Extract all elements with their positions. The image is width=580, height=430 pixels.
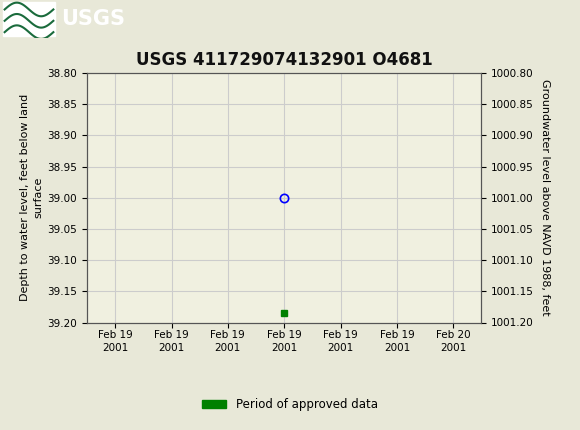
- Legend: Period of approved data: Period of approved data: [198, 393, 382, 415]
- Y-axis label: Groundwater level above NAVD 1988, feet: Groundwater level above NAVD 1988, feet: [539, 80, 550, 316]
- Text: USGS: USGS: [61, 9, 125, 29]
- Title: USGS 411729074132901 O4681: USGS 411729074132901 O4681: [136, 51, 433, 69]
- Bar: [3, 2, 55, 36]
- Y-axis label: Depth to water level, feet below land
surface: Depth to water level, feet below land su…: [20, 94, 44, 301]
